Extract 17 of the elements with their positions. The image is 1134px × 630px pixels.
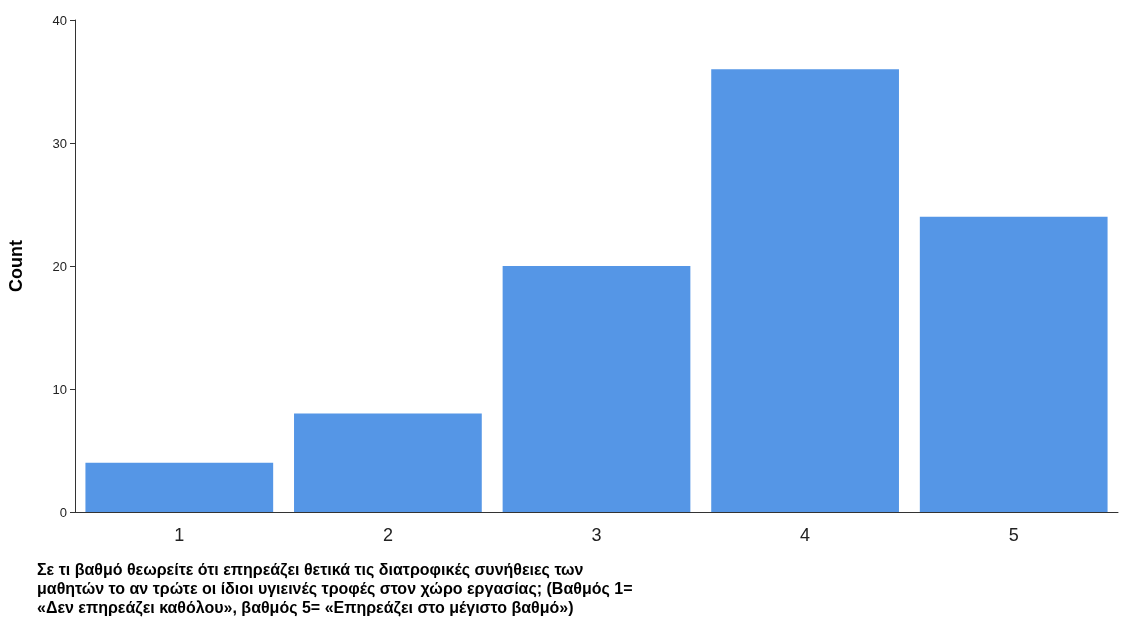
y-tick-label: 0	[59, 504, 67, 520]
bar	[85, 462, 274, 512]
y-axis-title: Count	[6, 240, 26, 292]
x-tick-label: 1	[174, 525, 185, 545]
bar	[294, 413, 482, 512]
y-tick-label: 40	[52, 12, 67, 28]
y-tick-label: 10	[52, 381, 67, 397]
x-tick-label: 5	[1008, 525, 1019, 545]
bar	[502, 266, 691, 512]
y-tick-label: 30	[52, 135, 67, 151]
y-tick-label: 20	[52, 258, 67, 274]
bar	[711, 69, 899, 512]
bar	[919, 216, 1108, 512]
x-tick-label: 2	[382, 525, 393, 545]
x-axis-title: Σε τι βαθμό θεωρείτε ότι επηρεάζει θετικά τις διατροφικές συνήθειες των μαθητών το αν τρώτε οι ίδιοι υγιεινές τροφές στον χώρο εργασίας; (Βαθμός 1= «Δεν επηρεάζει καθόλου», βαθμός 5= «Επηρεάζει στο μέγιστο βαθμό»)	[37, 561, 637, 617]
x-tick-label: 3	[591, 525, 602, 545]
x-tick-label: 4	[800, 525, 811, 545]
